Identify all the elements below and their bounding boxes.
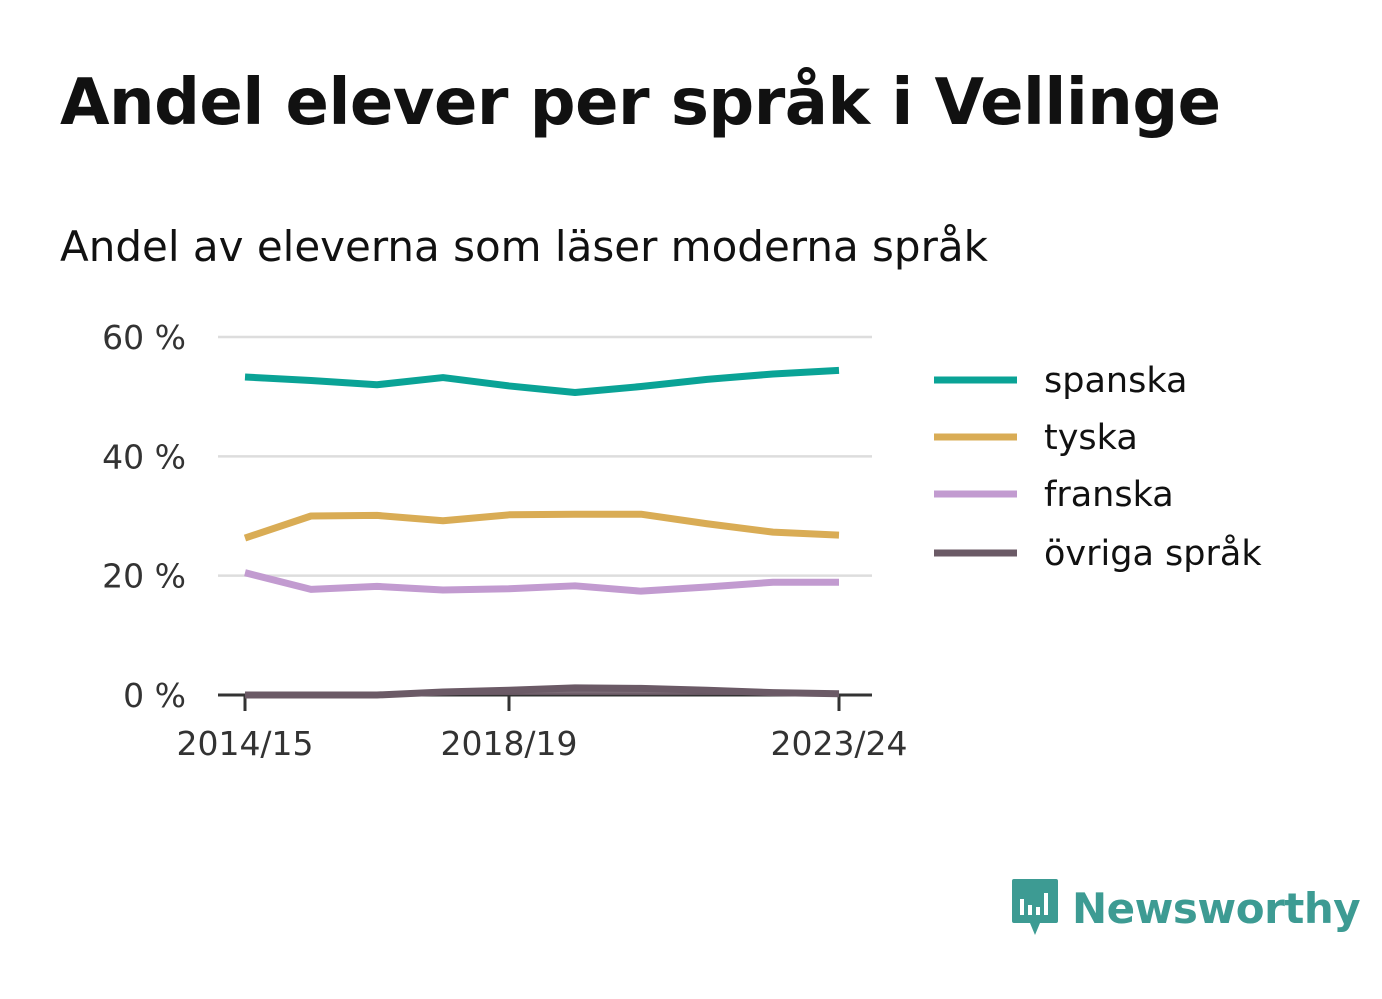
legend-label: tyska <box>1044 418 1138 458</box>
y-axis-labels: 0 % 20 % 40 % 60 % <box>102 318 186 715</box>
brand-name: Newsworthy <box>1072 883 1361 933</box>
y-tick-label: 40 % <box>102 437 186 476</box>
grid-lines <box>218 335 872 577</box>
x-tick-label: 2023/24 <box>770 724 907 763</box>
series-line-spanska <box>244 366 840 396</box>
series-line-franska <box>244 569 839 595</box>
series-line--vriga-spr-k <box>245 684 840 699</box>
series-lines <box>243 366 840 699</box>
series-line-tyska <box>243 510 840 542</box>
legend-label: övriga språk <box>1044 533 1262 574</box>
legend: spanska tyska franska övriga språk <box>934 361 1262 574</box>
x-tick-label: 2018/19 <box>440 724 577 763</box>
x-axis-labels: 2014/15 2018/19 2023/24 <box>176 724 907 763</box>
y-tick-label: 60 % <box>102 318 186 357</box>
legend-label: franska <box>1044 475 1174 515</box>
x-tick-label: 2014/15 <box>176 724 313 763</box>
y-tick-label: 20 % <box>102 557 186 596</box>
y-tick-label: 0 % <box>123 676 186 715</box>
legend-label: spanska <box>1044 361 1187 401</box>
chart-title: Andel elever per språk i Vellinge <box>60 66 1221 140</box>
newsworthy-logo-icon <box>1012 879 1058 935</box>
newsworthy-brand: Newsworthy <box>1010 877 1361 939</box>
chart-subtitle: Andel av eleverna som läser moderna språ… <box>60 222 988 271</box>
